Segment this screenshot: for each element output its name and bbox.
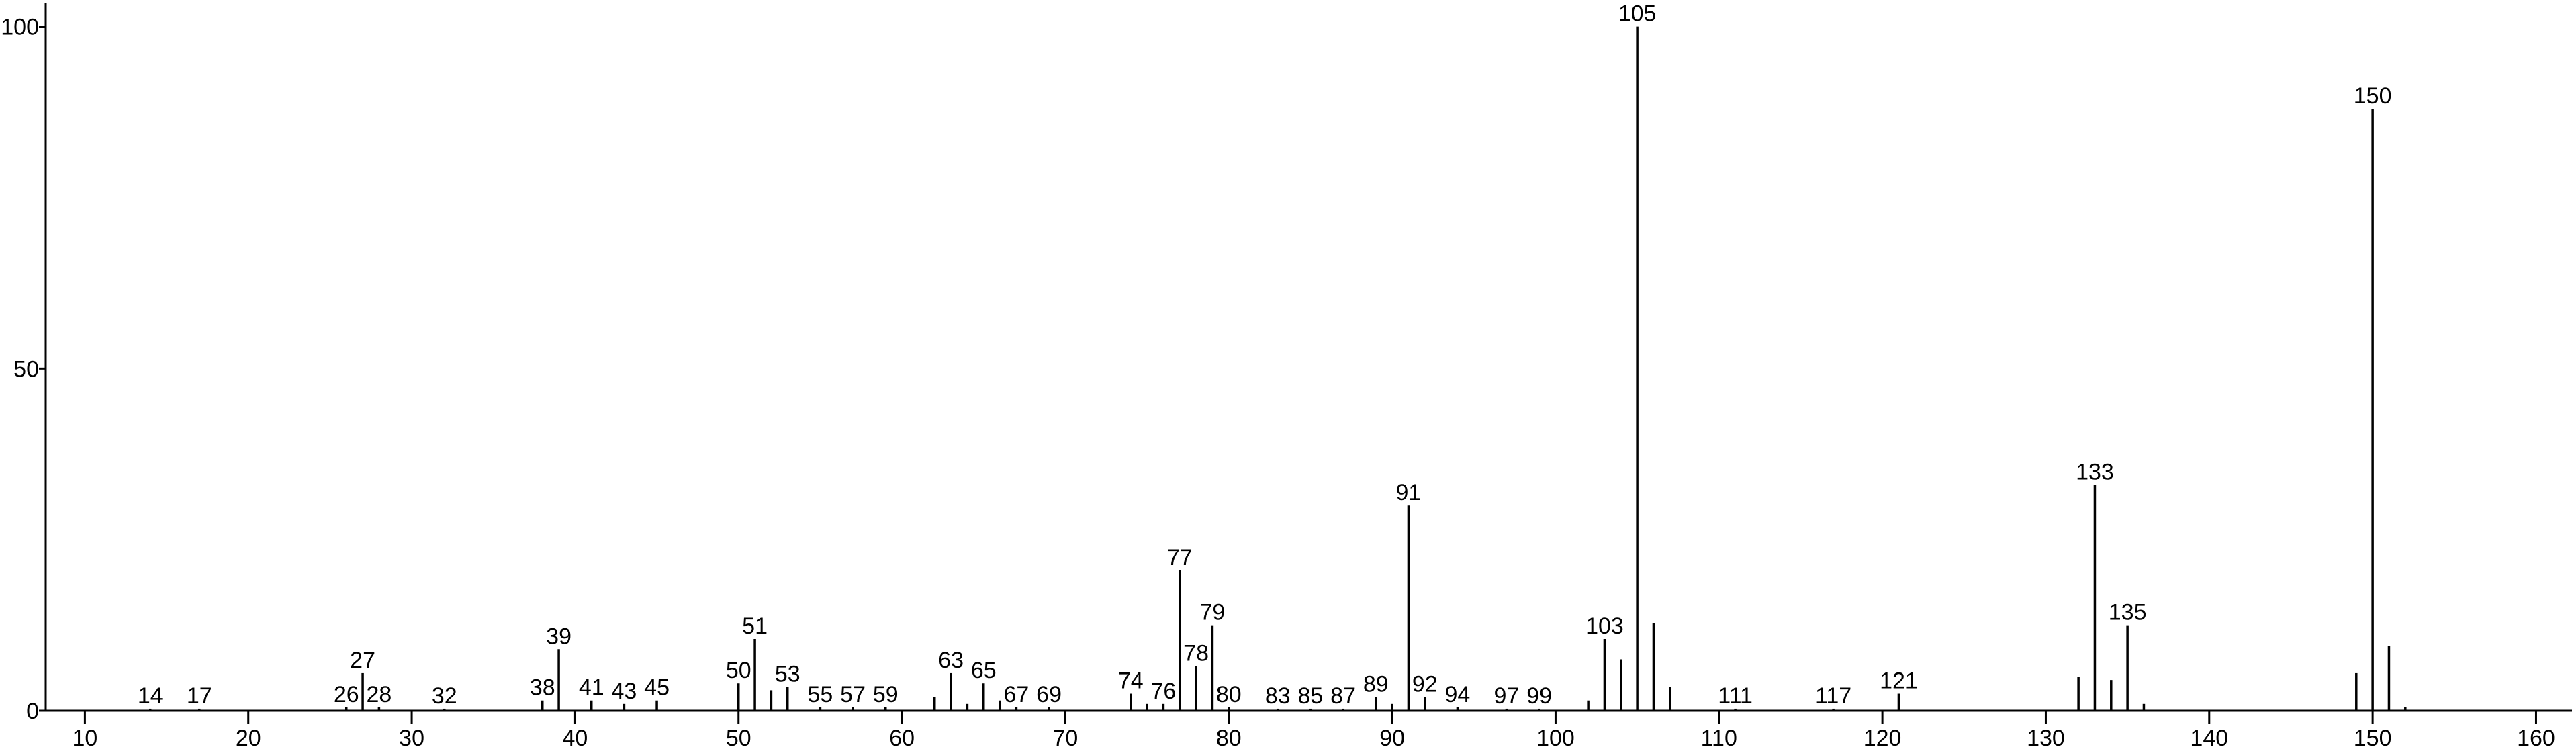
x-tick-label: 40 — [562, 726, 588, 749]
peak-label: 117 — [1815, 683, 1851, 709]
peak-label: 59 — [873, 682, 899, 707]
x-tick-label: 150 — [2354, 726, 2392, 749]
peak-label: 89 — [1363, 672, 1389, 697]
peak-label: 28 — [366, 682, 392, 707]
x-tick-label: 120 — [1864, 726, 1902, 749]
peak-label: 67 — [1004, 682, 1029, 707]
peak-label: 99 — [1526, 683, 1552, 709]
peak-label: 76 — [1151, 679, 1177, 704]
x-tick-label: 130 — [2027, 726, 2065, 749]
peak-label: 83 — [1265, 683, 1291, 709]
peak-label: 97 — [1494, 683, 1520, 709]
peak-label: 74 — [1118, 668, 1144, 694]
x-tick-label: 140 — [2190, 726, 2228, 749]
peak-label: 133 — [2076, 460, 2114, 485]
peak-label: 26 — [334, 682, 359, 707]
peak-label: 150 — [2354, 83, 2392, 109]
peak-label: 85 — [1298, 683, 1324, 709]
peak-label: 43 — [612, 679, 637, 704]
peak-label: 41 — [579, 675, 604, 701]
x-tick-label: 80 — [1216, 726, 1242, 749]
peak-label: 65 — [971, 658, 997, 683]
y-tick-label: 50 — [13, 356, 39, 382]
y-tick-label: 0 — [26, 699, 39, 724]
peak-label: 27 — [350, 648, 375, 673]
peak-label: 135 — [2109, 600, 2147, 626]
peak-label: 51 — [742, 613, 768, 639]
peak-label: 94 — [1445, 682, 1471, 707]
peak-label: 78 — [1183, 641, 1209, 666]
peak-label: 50 — [726, 658, 751, 683]
peak-label: 91 — [1396, 480, 1422, 505]
x-tick-label: 100 — [1536, 726, 1575, 749]
peak-label: 57 — [840, 682, 866, 707]
x-tick-label: 20 — [236, 726, 261, 749]
peak-label: 53 — [775, 661, 800, 687]
x-tick-label: 60 — [889, 726, 915, 749]
y-tick-label: 100 — [1, 15, 39, 40]
x-tick-label: 90 — [1379, 726, 1405, 749]
peak-label: 121 — [1880, 668, 1918, 694]
peak-label: 45 — [644, 675, 670, 701]
peak-label: 92 — [1412, 672, 1438, 697]
peak-label: 87 — [1330, 683, 1356, 709]
peak-label: 69 — [1036, 682, 1062, 707]
peak-label: 63 — [938, 648, 964, 673]
peak-label: 103 — [1585, 613, 1624, 639]
x-tick-label: 110 — [1701, 726, 1737, 749]
peak-label: 14 — [138, 683, 163, 709]
peak-label: 111 — [1718, 683, 1753, 709]
peak-label: 55 — [808, 682, 833, 707]
x-tick-label: 160 — [2517, 726, 2555, 749]
peak-label: 32 — [432, 683, 457, 709]
peak-label: 39 — [546, 623, 571, 649]
x-tick-label: 50 — [726, 726, 751, 749]
peak-label: 38 — [530, 675, 555, 701]
x-tick-label: 10 — [72, 726, 97, 749]
peak-label: 77 — [1167, 545, 1193, 570]
peak-label: 79 — [1200, 600, 1226, 626]
peak-label: 17 — [187, 683, 212, 709]
peak-label: 80 — [1216, 682, 1242, 707]
x-tick-label: 30 — [399, 726, 424, 749]
x-tick-label: 70 — [1053, 726, 1078, 749]
peak-label: 105 — [1618, 1, 1657, 27]
